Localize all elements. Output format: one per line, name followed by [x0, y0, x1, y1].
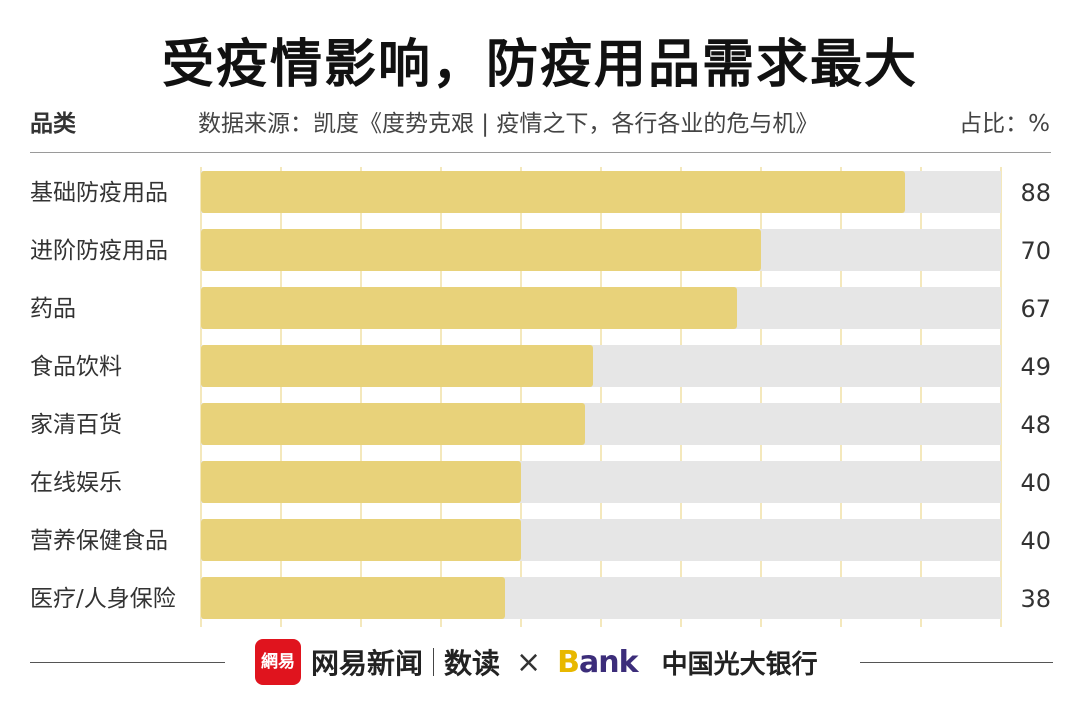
chart-header: 品类 数据来源：凯度《度势克艰 | 疫情之下，各行各业的危与机》 占比：%	[30, 104, 1050, 140]
category-label: 基础防疫用品	[30, 180, 168, 206]
bar	[201, 403, 585, 445]
data-source: 数据来源：凯度《度势克艰 | 疫情之下，各行各业的危与机》	[198, 111, 819, 137]
brand-name: 网易新闻	[311, 647, 424, 680]
bar	[201, 461, 521, 503]
category-header: 品类	[30, 111, 76, 137]
bar	[201, 519, 521, 561]
bar	[201, 577, 505, 619]
category-label: 在线娱乐	[30, 470, 122, 496]
chart-title: 受疫情影响，防疫用品需求最大	[161, 35, 918, 95]
category-label: 药品	[30, 296, 76, 322]
bank-logo-rest: ank	[579, 644, 639, 680]
footer-divider-left	[30, 662, 225, 663]
footer-branding: 網易 网易新闻 数读 × Bank 中国光大银行	[255, 636, 855, 688]
collab-times-icon: ×	[516, 644, 542, 680]
category-label: 营养保健食品	[30, 528, 168, 554]
header-divider	[30, 152, 1051, 153]
category-label: 家清百货	[30, 412, 122, 438]
category-label: 进阶防疫用品	[30, 238, 168, 264]
value-label: 49	[1020, 353, 1051, 381]
bank-logo-initial: B	[557, 644, 580, 680]
unit-label: 占比：%	[959, 111, 1050, 137]
value-label: 67	[1020, 295, 1051, 323]
value-label: 40	[1020, 527, 1051, 555]
bar	[201, 287, 737, 329]
footer-divider-right	[860, 662, 1053, 663]
value-label: 40	[1020, 469, 1051, 497]
brand-separator	[433, 648, 435, 676]
value-label: 88	[1020, 179, 1051, 207]
netease-logo: 網易	[255, 639, 301, 685]
bar	[201, 171, 905, 213]
category-label: 医疗/人身保险	[30, 586, 176, 612]
value-label: 48	[1020, 411, 1051, 439]
partner-name: 中国光大银行	[661, 649, 818, 680]
sub-brand-name: 数读	[444, 647, 501, 680]
value-label: 70	[1020, 237, 1051, 265]
category-label: 食品饮料	[30, 354, 122, 380]
bank-logo: Bank	[557, 644, 639, 680]
bar	[201, 229, 761, 271]
value-label: 38	[1020, 585, 1051, 613]
bar	[201, 345, 593, 387]
